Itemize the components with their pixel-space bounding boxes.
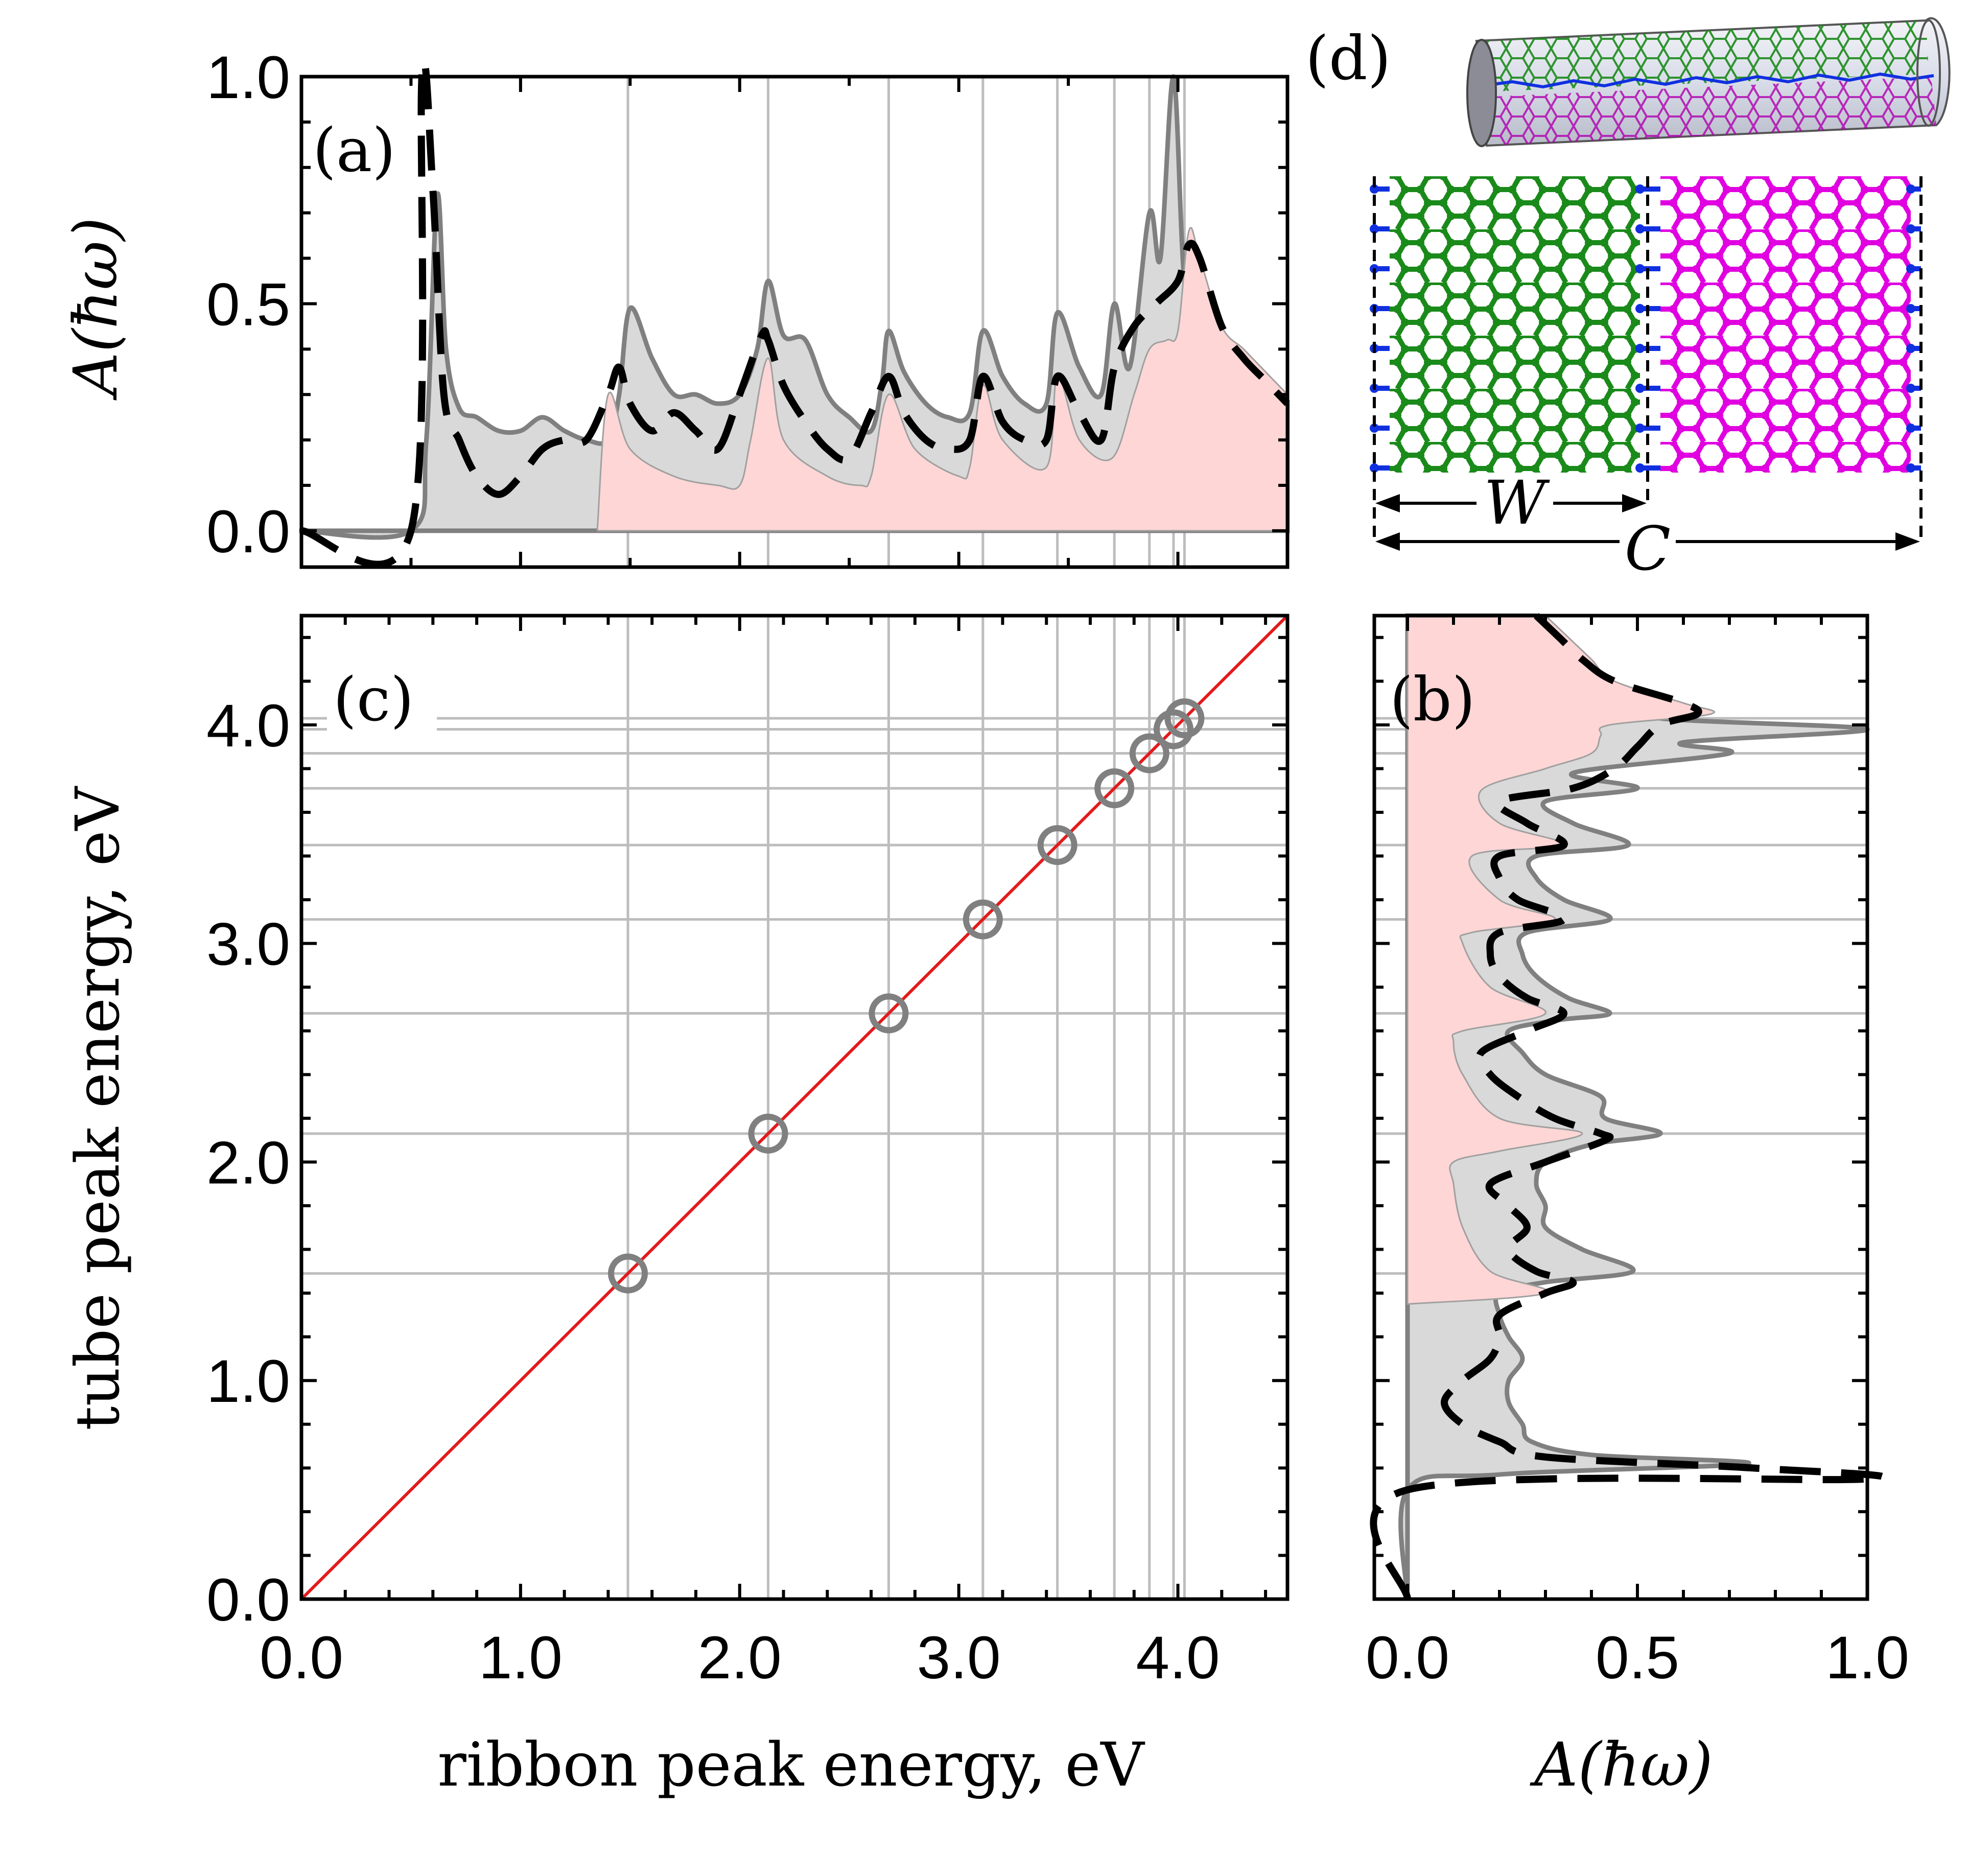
- edge-atom: [1635, 304, 1645, 313]
- y-tick-label: 1.0: [206, 44, 290, 111]
- tube-spectrum-area: [1398, 613, 1870, 1600]
- unrolled-lattice: W C: [1370, 176, 1923, 584]
- edge-atom: [1370, 224, 1379, 233]
- edge-atom: [1906, 264, 1915, 273]
- identity-line: [300, 614, 1289, 1601]
- plot-frame: [299, 75, 1290, 569]
- data-point: [608, 1253, 648, 1294]
- edge-atom: [1906, 384, 1915, 393]
- dashed-spectrum-line: [1370, 613, 1886, 1600]
- y-tick-labels: 0.0 1.0 2.0 3.0 4.0: [206, 692, 290, 1634]
- peak-grid-lines: [301, 616, 1287, 1599]
- panel-label-b: (b): [1390, 664, 1475, 735]
- data-point: [1129, 733, 1169, 773]
- edge-atom: [1635, 224, 1645, 233]
- tube-spectrum-area: [299, 74, 1290, 540]
- dashed-spectrum-line: [300, 58, 1291, 568]
- y-tick-label: 4.0: [206, 692, 290, 760]
- y-tick-label: 0.0: [206, 498, 290, 566]
- y-tick-label: 1.0: [206, 1348, 290, 1415]
- data-point: [1164, 698, 1205, 739]
- panel-b: 0.0 0.5 1.0 (b) A(ħω): [1366, 613, 1909, 1800]
- y-tick-label: 2.0: [206, 1129, 290, 1197]
- scatter-points: [608, 698, 1205, 1294]
- x-axis-label-b: A(ħω): [1530, 1729, 1713, 1800]
- data-point: [1094, 768, 1135, 808]
- y-tick-label: 0.0: [206, 1566, 290, 1634]
- x-tick-label: 1.0: [479, 1624, 562, 1692]
- x-tick-label: 1.0: [1825, 1624, 1909, 1692]
- x-axis-label-c: ribbon peak energy, eV: [437, 1729, 1145, 1800]
- x-tick-label: 2.0: [698, 1624, 782, 1692]
- plot-frame: [299, 614, 1290, 1601]
- edge-atom: [1635, 344, 1645, 353]
- panel-label-c: (c): [333, 664, 414, 735]
- x-tick-labels: 0.0 0.5 1.0: [1366, 1624, 1909, 1692]
- circumference-label: C: [1625, 513, 1671, 584]
- edge-atom: [1906, 184, 1915, 194]
- edge-atom: [1635, 384, 1645, 393]
- edge-atom: [1635, 463, 1645, 473]
- data-point: [1037, 825, 1077, 865]
- ribbon-spectrum-area: [1407, 615, 1716, 1305]
- y-axis-label-a: A(ħω): [60, 217, 131, 401]
- edge-atom: [1906, 224, 1915, 233]
- edge-atom: [1635, 184, 1645, 194]
- panel-label-a: (a): [313, 115, 395, 185]
- y-tick-label: 3.0: [206, 911, 290, 978]
- nanotube-illustration: [1466, 17, 1951, 147]
- x-tick-label: 4.0: [1136, 1624, 1220, 1692]
- data-point: [869, 993, 909, 1034]
- edge-bonds: [1370, 184, 1921, 473]
- label-backdrop: [327, 659, 437, 751]
- data-point: [963, 899, 1003, 940]
- edge-atom: [1370, 463, 1379, 473]
- x-tick-label: 3.0: [917, 1624, 1001, 1692]
- edge-atom: [1906, 463, 1915, 473]
- edge-atom: [1635, 264, 1645, 273]
- panel-a: 0.0 0.5 1.0 (a) A(ħω): [60, 44, 1291, 569]
- edge-atom: [1370, 424, 1379, 433]
- edge-atom: [1370, 184, 1379, 194]
- data-point: [748, 1113, 788, 1154]
- panel-d-schematic: (d): [1305, 17, 1951, 584]
- data-point: [1153, 709, 1193, 749]
- width-label: W: [1484, 467, 1550, 538]
- plot-frame: [1372, 614, 1869, 1601]
- panel-label-d: (d): [1305, 23, 1391, 93]
- x-tick-labels: 0.0 1.0 2.0 3.0 4.0: [260, 1624, 1220, 1692]
- edge-atom: [1635, 424, 1645, 433]
- panel-c: 0.0 1.0 2.0 3.0 4.0 0.0 1.0 2.0 3.0 4.0 (c) ribb…: [62, 614, 1290, 1800]
- edge-atom: [1906, 344, 1915, 353]
- edge-atom: [1906, 304, 1915, 313]
- y-tick-labels: 0.0 0.5 1.0: [206, 44, 290, 566]
- x-tick-label: 0.0: [1366, 1624, 1449, 1692]
- green-ribbon: [1390, 176, 1640, 473]
- x-tick-label: 0.0: [260, 1624, 343, 1692]
- edge-atom: [1906, 424, 1915, 433]
- x-tick-label: 0.5: [1596, 1624, 1679, 1692]
- magenta-ribbon: [1660, 176, 1911, 473]
- y-axis-label-c: tube peak energy, eV: [62, 786, 133, 1430]
- y-tick-label: 0.5: [206, 271, 290, 338]
